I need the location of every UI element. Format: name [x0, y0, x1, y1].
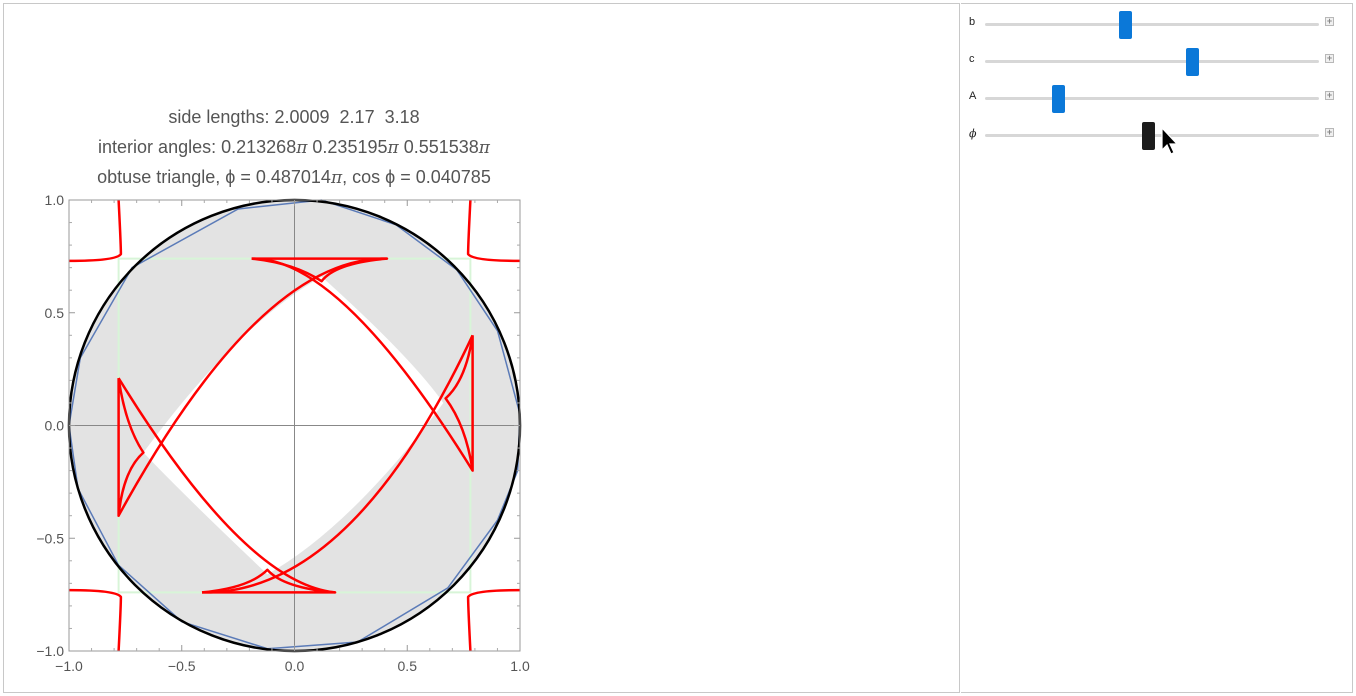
- x-tick-label: 0.5: [398, 658, 418, 674]
- slider-b-plus-icon[interactable]: +: [1325, 16, 1334, 26]
- interior-angles-line: interior angles: 0.213268π 0.235195π 0.5…: [4, 137, 584, 158]
- slider-a-label: A: [969, 90, 977, 102]
- angle-3: 0.551538: [403, 137, 479, 157]
- mouse-cursor-icon: [1161, 127, 1179, 155]
- slider-c-thumb[interactable]: [1186, 48, 1200, 76]
- cos-phi-value: cos ϕ = 0.040785: [352, 167, 491, 187]
- triangle-info-line: obtuse triangle, ϕ = 0.487014π, cos ϕ = …: [97, 167, 491, 188]
- slider-c-plus-icon[interactable]: +: [1325, 53, 1334, 63]
- slider-b-track[interactable]: [985, 23, 1319, 26]
- plot-layer: −1.0 −0.5 0.0 0.5 1.0 1.0 0.5 0.0 −0.5 −1.0: [36, 192, 530, 674]
- red-arc-4: [201, 334, 474, 594]
- pi-symbol: π: [478, 138, 490, 158]
- slider-c-label: c: [969, 53, 975, 65]
- slider-phi[interactable]: ϕ +: [961, 117, 1353, 150]
- slider-a[interactable]: A +: [961, 80, 1353, 113]
- red-corner-tr: [466, 200, 520, 263]
- red-cusp-left: [117, 377, 145, 517]
- pi-symbol: π: [330, 168, 343, 188]
- slider-c[interactable]: c +: [961, 43, 1353, 76]
- interior-angles-label: interior angles:: [98, 137, 217, 157]
- pi-symbol: π: [387, 138, 399, 158]
- x-tick-label: 1.0: [510, 658, 530, 674]
- slider-b-label: b: [969, 16, 976, 28]
- slider-a-track[interactable]: [985, 97, 1319, 100]
- slider-phi-plus-icon[interactable]: +: [1325, 127, 1334, 137]
- y-tick-label: 1.0: [45, 192, 65, 208]
- red-arc-2: [117, 377, 336, 594]
- plot-panel: side lengths: 2.0009 2.17 3.18 interior …: [3, 3, 960, 693]
- y-tick-label: −1.0: [36, 643, 64, 659]
- slider-a-thumb[interactable]: [1052, 85, 1066, 113]
- side-lengths-values: 2.0009 2.17 3.18: [274, 107, 420, 127]
- red-corner-bl: [69, 588, 123, 651]
- phi-value: ϕ = 0.487014: [225, 167, 331, 187]
- slider-a-plus-icon[interactable]: +: [1325, 90, 1334, 100]
- angle-2: 0.235195: [312, 137, 388, 157]
- pi-symbol: π: [296, 138, 308, 158]
- y-tick-label: 0.0: [45, 418, 65, 434]
- control-panel: b + c + A + ϕ +: [961, 3, 1353, 693]
- red-cusp-top: [251, 257, 389, 283]
- x-tick-label: 0.0: [285, 658, 305, 674]
- side-lengths-label: side lengths:: [168, 107, 270, 127]
- red-cusp-right: [444, 335, 474, 472]
- y-tick-label: 0.5: [45, 305, 65, 321]
- x-tick-label: −0.5: [168, 658, 196, 674]
- plot-canvas: −1.0 −0.5 0.0 0.5 1.0 1.0 0.5 0.0 −0.5 −1.0: [36, 192, 530, 674]
- slider-phi-thumb[interactable]: [1141, 122, 1155, 150]
- red-corner-br: [466, 588, 520, 651]
- triangle-type: obtuse triangle,: [97, 167, 221, 187]
- angle-1: 0.213268: [221, 137, 297, 157]
- red-corner-tl: [69, 200, 123, 263]
- slider-b-thumb[interactable]: [1119, 11, 1133, 39]
- y-tick-label: −0.5: [36, 530, 64, 546]
- slider-phi-label: ϕ: [969, 127, 977, 140]
- x-tick-label: −1.0: [55, 658, 83, 674]
- side-lengths-line: side lengths: 2.0009 2.17 3.18: [4, 107, 584, 128]
- slider-c-track[interactable]: [985, 60, 1319, 63]
- slider-b[interactable]: b +: [961, 6, 1353, 39]
- red-cusp-bottom: [201, 568, 337, 594]
